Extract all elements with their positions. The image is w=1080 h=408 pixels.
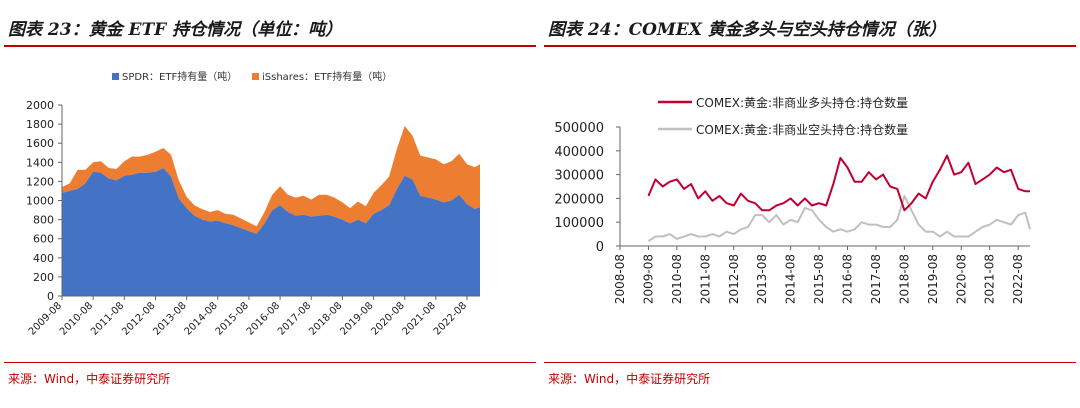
etf-holdings-chart: SPDR：ETF持有量（吨） iSshares：ETF持有量（吨） 0 200 400 6… — [26, 70, 480, 338]
source-divider — [544, 362, 1076, 363]
long-position-line — [647, 154, 1030, 212]
y-tick-label: 400000 — [554, 145, 604, 160]
legend-swatch-spdr — [112, 73, 119, 80]
source-note: 来源：Wind，中泰证券研究所 — [8, 372, 171, 386]
x-tick-label: 2010-08 — [670, 254, 684, 304]
x-tick-label: 2010-08 — [58, 300, 95, 337]
x-tick-label: 2018-08 — [307, 300, 344, 337]
y-tick-label: 800 — [33, 214, 54, 227]
x-tick-label: 2008-08 — [613, 254, 627, 304]
x-tick-label: 2022-08 — [1011, 254, 1025, 304]
spdr-area — [62, 168, 480, 296]
y-tick-label: 1800 — [26, 118, 54, 131]
y-tick-label: 200 — [33, 271, 54, 284]
x-tick-label: 2016-08 — [245, 300, 282, 337]
x-tick-label: 2019-08 — [338, 300, 375, 337]
x-tick-label: 2016-08 — [841, 254, 855, 304]
x-tick-label: 2020-08 — [369, 300, 406, 337]
legend-label-spdr: SPDR：ETF持有量（吨） — [122, 70, 237, 83]
legend-label-short: COMEX:黄金:非商业空头持仓:持仓数量 — [696, 122, 908, 137]
y-tick-label: 1000 — [26, 195, 54, 208]
x-tick-label: 2021-08 — [983, 254, 997, 304]
y-tick-label: 1200 — [26, 175, 54, 188]
x-tick-label: 2017-08 — [276, 300, 313, 337]
x-tick-label: 2020-08 — [954, 254, 968, 304]
ishares-area — [62, 126, 480, 234]
chart-title: 图表 23：黄金 ETF 持仓情况（单位：吨） — [8, 20, 343, 40]
x-tick-label: 2009-08 — [27, 300, 64, 337]
x-tick-label: 2012-08 — [120, 300, 157, 337]
x-tick-label: 2011-08 — [698, 254, 712, 304]
source-note: 来源：Wind，中泰证券研究所 — [548, 372, 711, 386]
y-tick-label: 0 — [596, 240, 604, 255]
x-tick-label: 2013-08 — [151, 300, 188, 337]
legend-label-long: COMEX:黄金:非商业多头持仓:持仓数量 — [696, 95, 908, 110]
right-panel: 图表 24：COMEX 黄金多头与空头持仓情况（张） COMEX:黄金:非商业多… — [540, 0, 1080, 408]
comex-positions-chart: COMEX:黄金:非商业多头持仓:持仓数量 COMEX:黄金:非商业空头持仓:持仓… — [554, 95, 1031, 304]
y-tick-label: 300000 — [554, 169, 604, 184]
legend-swatch-ishares — [252, 73, 259, 80]
y-tick-label: 100000 — [554, 216, 604, 231]
y-tick-label: 200000 — [554, 192, 604, 207]
y-tick-label: 1400 — [26, 156, 54, 169]
x-tick-label: 2015-08 — [214, 300, 251, 337]
x-tick-label: 2013-08 — [755, 254, 769, 304]
y-tick-label: 0 — [47, 290, 54, 303]
x-tick-label: 2009-08 — [641, 254, 655, 304]
legend-label-ishares: iSshares：ETF持有量（吨） — [262, 70, 392, 83]
y-tick-label: 1600 — [26, 137, 54, 150]
x-tick-label: 2017-08 — [869, 254, 883, 304]
title-divider — [4, 45, 536, 47]
source-divider — [4, 362, 536, 363]
x-tick-label: 2011-08 — [89, 300, 126, 337]
y-tick-label: 500000 — [554, 121, 604, 136]
y-tick-label: 400 — [33, 252, 54, 265]
x-tick-label: 2019-08 — [926, 254, 940, 304]
x-tick-label: 2014-08 — [784, 254, 798, 304]
short-position-line — [647, 195, 1031, 243]
x-tick-label: 2022-08 — [432, 300, 469, 337]
x-tick-label: 2012-08 — [727, 254, 741, 304]
x-tick-label: 2018-08 — [897, 254, 911, 304]
x-tick-label: 2015-08 — [812, 254, 826, 304]
left-panel: 图表 23：黄金 ETF 持仓情况（单位：吨） SPDR：ETF持有量（吨） iS… — [4, 20, 536, 386]
title-divider — [544, 45, 1076, 47]
y-tick-label: 600 — [33, 233, 54, 246]
y-tick-label: 2000 — [26, 99, 54, 112]
x-tick-label: 2021-08 — [401, 300, 438, 337]
chart-title: 图表 24：COMEX 黄金多头与空头持仓情况（张） — [548, 20, 946, 40]
x-tick-label: 2014-08 — [183, 300, 220, 337]
